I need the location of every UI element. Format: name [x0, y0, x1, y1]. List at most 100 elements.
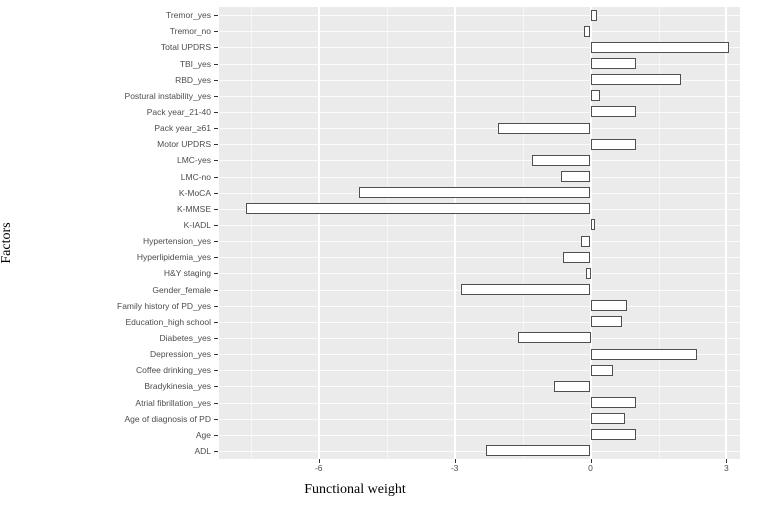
y-axis-category-label: Tremor_yes [165, 10, 211, 21]
gridline-horizontal [219, 47, 740, 49]
y-axis-tick [214, 79, 218, 81]
y-axis-tick [214, 386, 218, 388]
y-axis-category-label: K-MoCA [178, 187, 211, 198]
y-axis-tick [214, 273, 218, 275]
gridline-vertical-major [453, 7, 456, 459]
x-axis-title: Functional weight [304, 482, 406, 497]
y-axis-category-label: Age [195, 429, 211, 440]
y-axis-category-label: LMC-yes [176, 155, 211, 166]
y-axis-tick [214, 95, 218, 97]
y-axis-tick [214, 224, 218, 226]
gridline-horizontal [219, 305, 740, 307]
bar [590, 429, 636, 441]
gridline-horizontal [219, 402, 740, 404]
y-axis-tick [214, 63, 218, 65]
y-axis-tick [214, 15, 218, 17]
gridline-horizontal [219, 128, 740, 130]
y-axis-tick [214, 160, 218, 162]
gridline-horizontal [219, 95, 740, 97]
x-axis-tick-label: -3 [450, 463, 459, 473]
y-axis-category-label: Total UPDRS [160, 42, 211, 53]
gridline-horizontal [219, 31, 740, 33]
gridline-horizontal [219, 224, 740, 226]
y-axis-tick [214, 305, 218, 307]
gridline-horizontal [219, 15, 740, 17]
y-axis-tick [214, 257, 218, 259]
y-axis-category-label: Depression_yes [150, 349, 211, 360]
y-axis-tick [214, 418, 218, 420]
bar [581, 235, 591, 247]
y-axis-category-label: Age of diagnosis of PD [124, 413, 211, 424]
x-axis-tick-label: 0 [588, 463, 593, 473]
y-axis-category-label: Family history of PD_yes [117, 300, 211, 311]
gridline-horizontal [219, 450, 740, 452]
y-axis-category-label: TBI_yes [179, 58, 211, 69]
gridline-horizontal [219, 354, 740, 356]
y-axis-category-label: Education_high school [125, 316, 211, 327]
y-axis-category-label: Hyperlipidemia_yes [136, 252, 211, 263]
y-axis-category-label: K-MMSE [177, 203, 211, 214]
bar [590, 316, 623, 328]
plot-panel [219, 7, 740, 459]
y-axis-tick [214, 241, 218, 243]
bar [561, 171, 591, 182]
y-axis-tick [214, 144, 218, 146]
bar [590, 58, 636, 69]
gridline-horizontal [219, 370, 740, 372]
y-axis-tick [214, 337, 218, 339]
bar [590, 41, 729, 53]
gridline-vertical-major [317, 7, 320, 459]
gridline-vertical-major [589, 7, 592, 459]
x-axis-tick [318, 459, 320, 463]
bar [246, 203, 591, 215]
bar [590, 397, 636, 408]
gridline-horizontal [219, 160, 740, 162]
gridline-vertical-minor [386, 7, 388, 459]
y-axis-category-label: RBD_yes [175, 74, 211, 85]
y-axis-category-label: Gender_female [152, 284, 211, 295]
y-axis-category-label: ADL [194, 445, 211, 456]
bar [590, 9, 598, 21]
y-axis-category-label: Bradykinesia_yes [144, 381, 211, 392]
gridline-horizontal [219, 386, 740, 388]
bar [590, 364, 614, 376]
x-axis-tick [454, 459, 456, 463]
bar [590, 219, 595, 231]
y-axis-tick [214, 370, 218, 372]
x-axis-tick [590, 459, 592, 463]
gridline-horizontal [219, 273, 740, 275]
y-axis-category-label: K-IADL [183, 219, 211, 230]
bar [583, 25, 591, 37]
y-axis-category-label: Tremor_no [169, 26, 211, 37]
bar [518, 332, 591, 344]
gridline-horizontal [219, 434, 740, 436]
y-axis-category-label: Diabetes_yes [159, 332, 211, 343]
gridline-horizontal [219, 111, 740, 113]
gridline-horizontal [219, 337, 740, 339]
y-axis-category-label: Coffee drinking_yes [136, 365, 211, 376]
bar [590, 106, 636, 118]
bar [590, 74, 682, 86]
bar [554, 380, 591, 392]
y-axis-category-label: Atrial fibrillation_yes [135, 397, 211, 408]
x-axis-tick-label: 3 [724, 463, 729, 473]
bar [590, 413, 625, 425]
bar [461, 284, 591, 295]
y-axis-tick [214, 354, 218, 356]
y-axis-category-label: Postural instability_yes [124, 90, 211, 101]
bar [486, 445, 591, 457]
y-axis-category-label: Hypertension_yes [142, 236, 211, 247]
gridline-horizontal [219, 63, 740, 65]
y-axis-category-label: LMC-no [180, 171, 211, 182]
bar [497, 122, 591, 134]
y-axis-tick [214, 47, 218, 49]
gridline-horizontal [219, 257, 740, 259]
y-axis-tick [214, 176, 218, 178]
y-axis-tick [214, 450, 218, 452]
y-axis-category-label: H&Y staging [163, 268, 211, 279]
gridline-horizontal [219, 418, 740, 420]
y-axis-tick [214, 208, 218, 210]
y-axis-tick [214, 321, 218, 323]
gridline-horizontal [219, 79, 740, 81]
